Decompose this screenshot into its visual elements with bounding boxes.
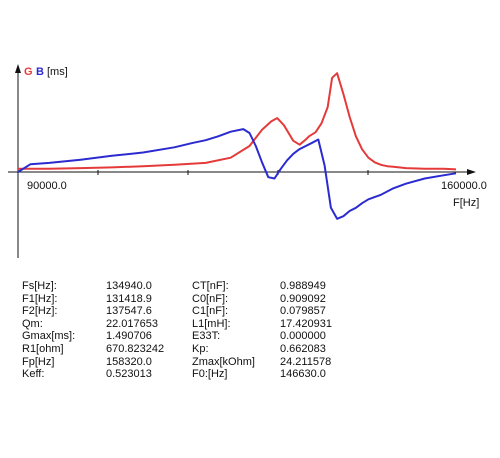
param-value: 0.909092: [280, 292, 326, 305]
param-row: Qm: 22.017653 L1[mH]: 17.420931: [22, 318, 370, 331]
param-value: 146630.0: [280, 368, 326, 381]
series: [17, 72, 457, 220]
param-label: F0:[Hz]: [192, 368, 228, 381]
param-value: 24.211578: [280, 355, 332, 368]
param-label: L1[mH]:: [192, 317, 231, 330]
legend-unit-label: [ms]: [47, 66, 68, 78]
param-value: 670.823242: [106, 342, 165, 355]
x-tick-label-min: 90000.0: [27, 180, 67, 192]
x-tick-label-max: 160000.0: [441, 180, 487, 192]
param-label: E33T:: [192, 330, 221, 343]
param-row: F2[Hz]: 137547.6 C1[nF]: 0.079857: [22, 305, 370, 318]
series-line-b: [17, 128, 457, 220]
param-label: F2[Hz]:: [22, 305, 58, 318]
y-axis-arrow: [15, 64, 21, 73]
legend-b-label: B: [36, 66, 44, 78]
param-row: Gmax[ms]: 1.490706 E33T: 0.000000: [22, 330, 370, 343]
axes: [8, 64, 476, 258]
param-label: F1[Hz]:: [22, 292, 58, 305]
param-row: Keff: 0.523013 F0:[Hz] 146630.0: [22, 368, 370, 381]
param-value: 17.420931: [280, 317, 332, 330]
legend-g-label: G: [24, 66, 33, 78]
series-line-g: [18, 72, 457, 171]
param-value: 0.988949: [280, 280, 326, 292]
param-row: Fs[Hz]: 134940.0 CT[nF]: 0.988949: [22, 280, 370, 293]
param-value: 134940.0: [106, 280, 152, 292]
param-label: Gmax[ms]:: [22, 330, 76, 343]
param-label: Zmax[kOhm]: [192, 355, 255, 368]
param-label: C1[nF]:: [192, 305, 229, 318]
param-value: 158320.0: [106, 355, 152, 368]
param-row: F1[Hz]: 131418.9 C0[nF]: 0.909092: [22, 293, 370, 306]
param-label: CT[nF]:: [192, 280, 229, 292]
param-label: Qm:: [22, 317, 43, 330]
param-value: 0.523013: [106, 368, 152, 381]
param-label: R1[ohm]: [22, 342, 64, 355]
x-axis-arrow: [467, 169, 476, 175]
param-row: Fp[Hz] 158320.0 Zmax[kOhm] 24.211578: [22, 356, 370, 369]
param-label: Fp[Hz]: [22, 355, 55, 368]
param-value: 0.000000: [280, 330, 326, 343]
param-value: 137547.6: [106, 305, 152, 318]
param-row: R1[ohm] 670.823242 Kp: 0.662083: [22, 343, 370, 356]
param-label: Kp:: [192, 342, 209, 355]
param-label: Keff:: [22, 368, 45, 381]
param-value: 1.490706: [106, 330, 152, 343]
x-axis-label: F[Hz]: [453, 197, 479, 209]
param-value: 0.079857: [280, 305, 326, 318]
param-value: 131418.9: [106, 292, 152, 305]
param-value: 0.662083: [280, 342, 326, 355]
param-value: 22.017653: [106, 317, 158, 330]
param-label: Fs[Hz]:: [22, 280, 57, 292]
param-label: C0[nF]:: [192, 292, 229, 305]
parameter-table: Fs[Hz]: 134940.0 CT[nF]: 0.988949 F1[Hz]…: [22, 280, 370, 381]
